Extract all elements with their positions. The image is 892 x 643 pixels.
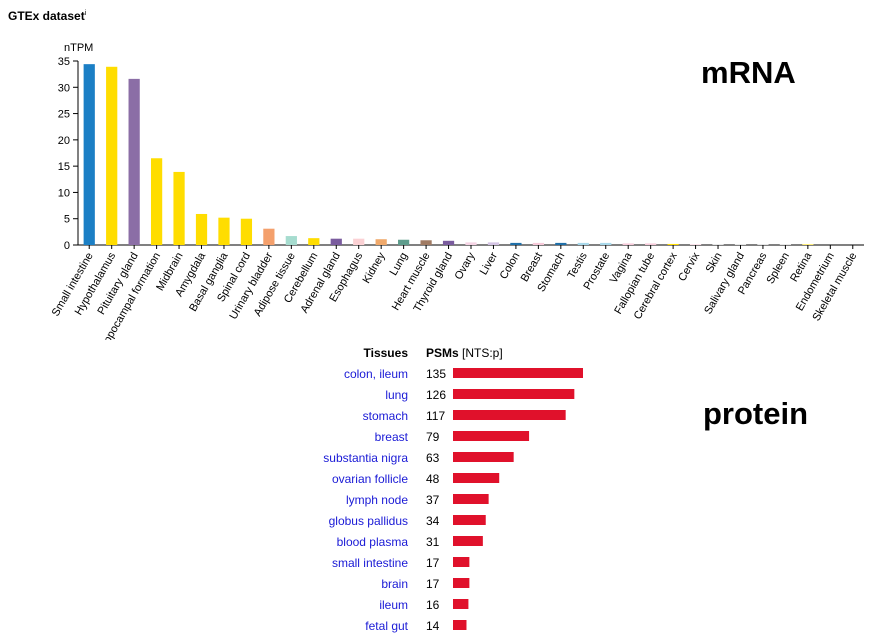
tissue-link[interactable]: blood plasma — [337, 535, 409, 549]
bar[interactable] — [195, 213, 208, 245]
bar[interactable] — [689, 244, 702, 245]
psm-bar — [453, 389, 575, 399]
y-tick-label: 20 — [58, 135, 70, 147]
psm-value: 37 — [426, 493, 440, 507]
tissue-link[interactable]: ileum — [379, 598, 408, 612]
tissues-column-header: Tissues — [364, 346, 409, 360]
bar[interactable] — [465, 242, 477, 245]
bar[interactable] — [577, 242, 589, 245]
bar[interactable] — [645, 243, 657, 245]
psm-value: 126 — [426, 388, 446, 402]
bar[interactable] — [128, 78, 140, 245]
bar[interactable] — [555, 242, 567, 245]
psm-value: 16 — [426, 598, 440, 612]
bar[interactable] — [757, 244, 769, 245]
y-tick-label: 10 — [58, 187, 70, 199]
bar[interactable] — [218, 217, 230, 245]
bar[interactable] — [532, 242, 544, 245]
bar[interactable] — [734, 244, 747, 245]
psm-value: 31 — [426, 535, 440, 549]
psm-bar — [453, 473, 500, 483]
tissue-link[interactable]: brain — [381, 577, 408, 591]
info-icon[interactable]: i — [84, 10, 87, 17]
psm-bar — [453, 452, 514, 462]
psm-bar — [453, 578, 470, 588]
psm-bar — [453, 536, 483, 546]
bar[interactable] — [442, 240, 455, 245]
psm-value: 48 — [426, 472, 440, 486]
psm-value: 135 — [426, 367, 446, 381]
y-tick-label: 30 — [58, 82, 70, 94]
bar[interactable] — [83, 64, 95, 245]
tissue-link[interactable]: ovarian follicle — [332, 472, 408, 486]
bar[interactable] — [330, 238, 342, 245]
tissue-link[interactable]: fetal gut — [365, 619, 408, 633]
bar[interactable] — [667, 243, 679, 245]
tissue-link[interactable]: stomach — [363, 409, 408, 423]
bar[interactable] — [487, 242, 500, 245]
psm-value: 14 — [426, 619, 440, 633]
bar[interactable] — [150, 158, 163, 245]
tissue-link[interactable]: substantia nigra — [323, 451, 408, 465]
bar[interactable] — [802, 244, 814, 245]
tissue-link[interactable]: globus pallidus — [329, 514, 408, 528]
bar[interactable] — [600, 242, 612, 245]
psm-bar — [453, 368, 583, 378]
bar[interactable] — [308, 238, 320, 245]
bar[interactable] — [353, 238, 365, 245]
bar[interactable] — [106, 66, 118, 245]
psm-bar — [453, 494, 489, 504]
psm-bar — [453, 557, 470, 567]
psm-value: 34 — [426, 514, 440, 528]
psm-bar — [453, 599, 469, 609]
bar[interactable] — [420, 240, 432, 245]
bar[interactable] — [622, 243, 634, 245]
bar[interactable] — [398, 239, 410, 245]
psm-value: 17 — [426, 577, 440, 591]
psm-value: 17 — [426, 556, 440, 570]
dataset-title: GTEx dataseti — [8, 9, 86, 23]
tissue-link[interactable]: lung — [385, 388, 408, 402]
tissue-link[interactable]: colon, ileum — [344, 367, 408, 381]
y-axis-label: nTPM — [64, 42, 93, 54]
tissue-link[interactable]: lymph node — [346, 493, 408, 507]
y-tick-label: 5 — [64, 214, 70, 226]
y-tick-label: 25 — [58, 109, 70, 121]
mrna-label: mRNA — [701, 55, 796, 90]
psm-value: 117 — [426, 409, 445, 423]
bar[interactable] — [712, 244, 724, 245]
psm-column-header: PSMs [NTS:p] — [426, 346, 503, 360]
tissue-link[interactable]: small intestine — [332, 556, 408, 570]
bar[interactable] — [263, 228, 275, 245]
y-tick-label: 35 — [58, 56, 70, 68]
protein-label: protein — [703, 396, 809, 431]
dataset-title-text: GTEx dataset — [8, 9, 85, 23]
psm-value: 79 — [426, 430, 440, 444]
bar[interactable] — [510, 242, 522, 245]
tissue-link[interactable]: breast — [375, 430, 409, 444]
psm-bar — [453, 620, 467, 630]
y-tick-label: 15 — [58, 161, 70, 173]
y-tick-label: 0 — [64, 240, 70, 252]
bar[interactable] — [240, 218, 253, 245]
bar[interactable] — [375, 239, 387, 245]
bar[interactable] — [285, 236, 297, 245]
psm-value: 63 — [426, 451, 440, 465]
bar[interactable] — [173, 171, 185, 245]
psm-bar — [453, 410, 566, 420]
psm-bar — [453, 515, 486, 525]
bar[interactable] — [779, 244, 792, 245]
psm-bar — [453, 431, 530, 441]
